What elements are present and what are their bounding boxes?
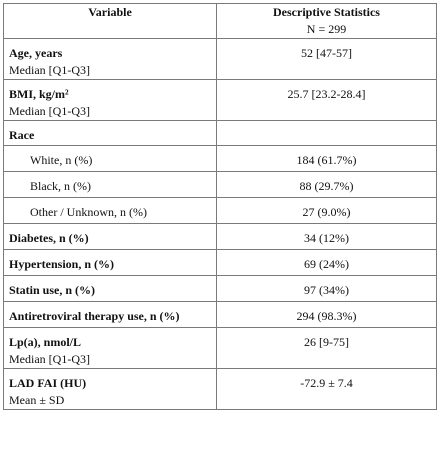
row-label: Other / Unknown, n (%) <box>30 205 147 219</box>
row-value: 88 (29.7%) <box>216 171 437 198</box>
row-label: Black, n (%) <box>30 179 91 193</box>
row-label-cell: Hypertension, n (%) <box>3 249 217 276</box>
row-label-cell: Age, years Median [Q1-Q3] <box>3 38 217 80</box>
row-label-cell: Race <box>3 120 217 146</box>
row-value: 26 [9-75] <box>216 327 437 369</box>
row-label-cell: Other / Unknown, n (%) <box>3 197 217 224</box>
table-header-row: Variable Descriptive Statistics N = 299 <box>3 3 437 39</box>
row-sublabel: Median [Q1-Q3] <box>9 352 90 366</box>
row-value <box>216 120 437 146</box>
row-value: 184 (61.7%) <box>216 145 437 172</box>
table-row: Diabetes, n (%) 34 (12%) <box>3 223 437 250</box>
row-sublabel: Median [Q1-Q3] <box>9 63 90 77</box>
header-sample-size: N = 299 <box>306 22 347 36</box>
row-sublabel: Median [Q1-Q3] <box>9 104 90 118</box>
row-value: -72.9 ± 7.4 <box>216 368 437 410</box>
table-row: Hypertension, n (%) 69 (24%) <box>3 249 437 276</box>
row-value: 52 [47-57] <box>216 38 437 80</box>
table-row: Age, years Median [Q1-Q3] 52 [47-57] <box>3 38 437 80</box>
row-label-cell: Statin use, n (%) <box>3 275 217 302</box>
descriptive-statistics-table: Variable Descriptive Statistics N = 299 … <box>3 3 437 410</box>
row-value: 34 (12%) <box>216 223 437 250</box>
row-label-cell: Diabetes, n (%) <box>3 223 217 250</box>
row-value: 97 (34%) <box>216 275 437 302</box>
row-label-cell: LAD FAI (HU) Mean ± SD <box>3 368 217 410</box>
table-row: Antiretroviral therapy use, n (%) 294 (9… <box>3 301 437 328</box>
row-label: Hypertension, n (%) <box>9 257 114 271</box>
row-label: White, n (%) <box>30 153 93 167</box>
row-label: Age, years <box>9 46 63 60</box>
header-variable: Variable <box>3 3 217 39</box>
row-label: Race <box>9 128 35 142</box>
row-label: Diabetes, n (%) <box>9 231 89 245</box>
row-value: 294 (98.3%) <box>216 301 437 328</box>
header-descriptive-statistics: Descriptive Statistics N = 299 <box>216 3 437 39</box>
table-row: Lp(a), nmol/L Median [Q1-Q3] 26 [9-75] <box>3 327 437 369</box>
table-row: Statin use, n (%) 97 (34%) <box>3 275 437 302</box>
row-label: BMI, kg/m² <box>9 87 69 101</box>
row-value: 69 (24%) <box>216 249 437 276</box>
table-row: Race <box>3 120 437 146</box>
row-label: LAD FAI (HU) <box>9 376 87 390</box>
row-value: 27 (9.0%) <box>216 197 437 224</box>
table-row: White, n (%) 184 (61.7%) <box>3 145 437 172</box>
row-label-cell: Lp(a), nmol/L Median [Q1-Q3] <box>3 327 217 369</box>
table-row: BMI, kg/m² Median [Q1-Q3] 25.7 [23.2-28.… <box>3 79 437 121</box>
row-label-cell: Antiretroviral therapy use, n (%) <box>3 301 217 328</box>
row-sublabel: Mean ± SD <box>9 393 65 407</box>
row-value: 25.7 [23.2-28.4] <box>216 79 437 121</box>
row-label-cell: BMI, kg/m² Median [Q1-Q3] <box>3 79 217 121</box>
header-stats-title: Descriptive Statistics <box>273 5 380 19</box>
table-row: LAD FAI (HU) Mean ± SD -72.9 ± 7.4 <box>3 368 437 410</box>
row-label-cell: White, n (%) <box>3 145 217 172</box>
row-label: Antiretroviral therapy use, n (%) <box>9 309 180 323</box>
table-row: Black, n (%) 88 (29.7%) <box>3 171 437 198</box>
row-label-cell: Black, n (%) <box>3 171 217 198</box>
row-label: Statin use, n (%) <box>9 283 96 297</box>
table-row: Other / Unknown, n (%) 27 (9.0%) <box>3 197 437 224</box>
row-label: Lp(a), nmol/L <box>9 335 82 349</box>
